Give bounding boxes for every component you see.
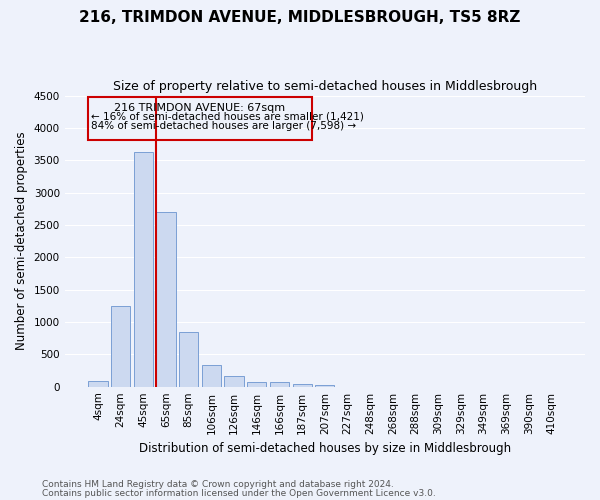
Bar: [111, 306, 130, 386]
Text: 84% of semi-detached houses are larger (7,598) →: 84% of semi-detached houses are larger (…: [91, 121, 356, 131]
X-axis label: Distribution of semi-detached houses by size in Middlesbrough: Distribution of semi-detached houses by …: [139, 442, 511, 455]
Bar: [157, 212, 176, 386]
Bar: [202, 366, 221, 386]
Text: Contains HM Land Registry data © Crown copyright and database right 2024.: Contains HM Land Registry data © Crown c…: [42, 480, 394, 489]
Bar: [179, 332, 199, 386]
Bar: [315, 384, 334, 386]
Text: 216 TRIMDON AVENUE: 67sqm: 216 TRIMDON AVENUE: 67sqm: [115, 102, 286, 113]
Y-axis label: Number of semi-detached properties: Number of semi-detached properties: [15, 132, 28, 350]
Bar: [293, 384, 312, 386]
Text: ← 16% of semi-detached houses are smaller (1,421): ← 16% of semi-detached houses are smalle…: [91, 111, 364, 121]
Bar: [88, 381, 107, 386]
Bar: [134, 152, 153, 386]
Bar: [247, 382, 266, 386]
Bar: [270, 382, 289, 386]
Bar: [224, 376, 244, 386]
Text: 216, TRIMDON AVENUE, MIDDLESBROUGH, TS5 8RZ: 216, TRIMDON AVENUE, MIDDLESBROUGH, TS5 …: [79, 10, 521, 25]
Title: Size of property relative to semi-detached houses in Middlesbrough: Size of property relative to semi-detach…: [113, 80, 537, 93]
Text: Contains public sector information licensed under the Open Government Licence v3: Contains public sector information licen…: [42, 488, 436, 498]
